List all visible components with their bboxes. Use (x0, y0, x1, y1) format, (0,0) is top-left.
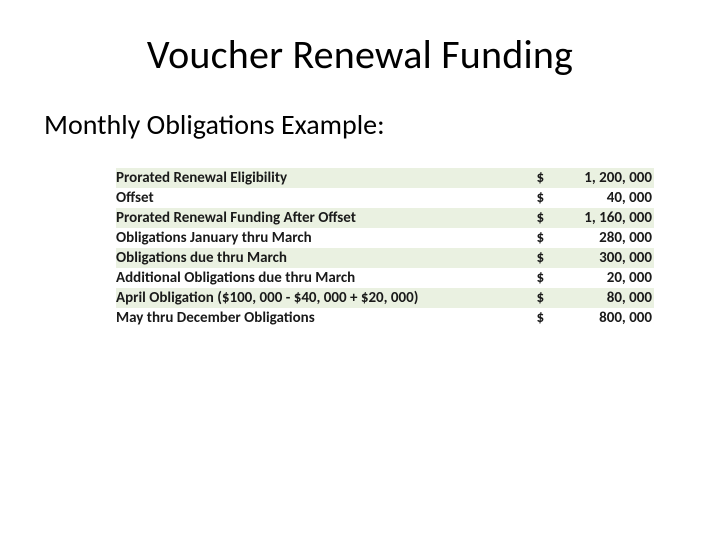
obligations-table-body: Prorated Renewal Eligibility $ 1, 200, 0… (116, 168, 654, 328)
section-subtitle: Monthly Obligations Example: (44, 107, 680, 142)
row-currency: $ (536, 268, 556, 288)
obligations-table-wrap: Prorated Renewal Eligibility $ 1, 200, 0… (116, 168, 654, 328)
row-label: Prorated Renewal Funding After Offset (116, 208, 536, 228)
table-row: May thru December Obligations $ 800, 000 (116, 308, 654, 328)
row-currency: $ (536, 308, 556, 328)
row-amount: 80, 000 (557, 288, 654, 308)
slide: Voucher Renewal Funding Monthly Obligati… (0, 0, 720, 540)
table-row: April Obligation ($100, 000 - $40, 000 +… (116, 288, 654, 308)
row-amount: 280, 000 (557, 228, 654, 248)
row-amount: 1, 160, 000 (557, 208, 654, 228)
row-currency: $ (536, 188, 556, 208)
row-amount: 40, 000 (557, 188, 654, 208)
page-title: Voucher Renewal Funding (40, 30, 680, 79)
row-amount: 1, 200, 000 (557, 168, 654, 188)
row-label: Additional Obligations due thru March (116, 268, 536, 288)
row-amount: 300, 000 (557, 248, 654, 268)
row-currency: $ (536, 248, 556, 268)
row-currency: $ (536, 208, 556, 228)
row-label: April Obligation ($100, 000 - $40, 000 +… (116, 288, 536, 308)
row-currency: $ (536, 228, 556, 248)
row-currency: $ (536, 288, 556, 308)
row-label: May thru December Obligations (116, 308, 536, 328)
row-currency: $ (536, 168, 556, 188)
obligations-table: Prorated Renewal Eligibility $ 1, 200, 0… (116, 168, 654, 328)
row-label: Prorated Renewal Eligibility (116, 168, 536, 188)
row-label: Offset (116, 188, 536, 208)
table-row: Obligations due thru March $ 300, 000 (116, 248, 654, 268)
table-row: Offset $ 40, 000 (116, 188, 654, 208)
table-row: Obligations January thru March $ 280, 00… (116, 228, 654, 248)
row-label: Obligations January thru March (116, 228, 536, 248)
table-row: Additional Obligations due thru March $ … (116, 268, 654, 288)
table-row: Prorated Renewal Eligibility $ 1, 200, 0… (116, 168, 654, 188)
row-amount: 800, 000 (557, 308, 654, 328)
row-amount: 20, 000 (557, 268, 654, 288)
row-label: Obligations due thru March (116, 248, 536, 268)
table-row: Prorated Renewal Funding After Offset $ … (116, 208, 654, 228)
